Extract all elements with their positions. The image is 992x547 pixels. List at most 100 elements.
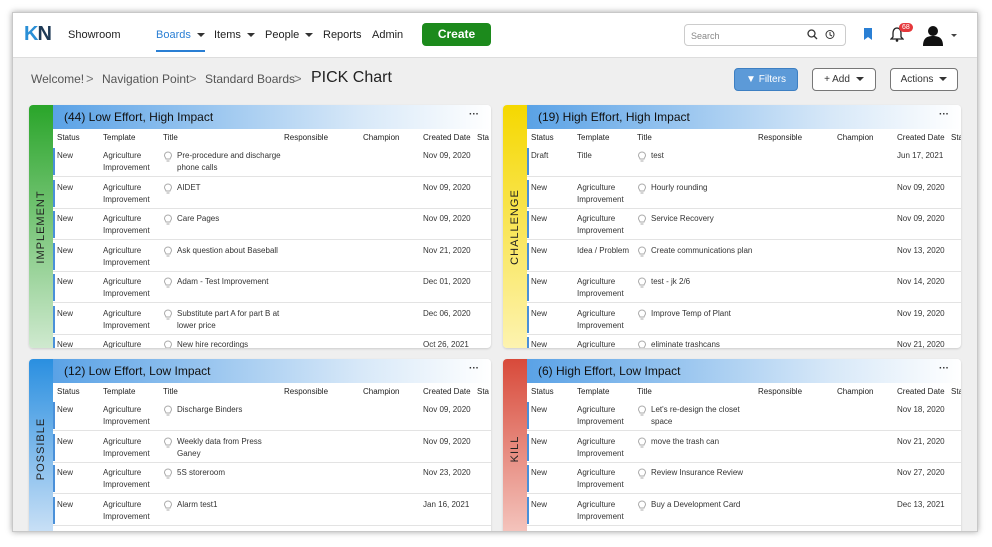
- title-text[interactable]: Service Recovery: [651, 214, 714, 223]
- column-header: Title: [637, 133, 652, 142]
- table-row[interactable]: New Agriculture Improvement Ask question a…: [53, 241, 491, 272]
- template-cell: Agriculture Improvement: [577, 405, 624, 426]
- status-cell: New: [57, 245, 74, 255]
- title-text[interactable]: Improve Temp of Plant: [651, 308, 731, 318]
- table-row[interactable]: New Agriculture Improvement Care Pages Nov …: [53, 209, 491, 240]
- more-menu[interactable]: ···: [939, 109, 949, 120]
- table-row[interactable]: Draft Title test Jun 17, 2021: [527, 146, 961, 177]
- title-cell[interactable]: Ask question about Baseball: [163, 245, 283, 257]
- title-cell[interactable]: Service Recovery: [637, 213, 757, 225]
- table-row[interactable]: New Agriculture Improvement Discharge Bind…: [53, 400, 491, 431]
- breadcrumb[interactable]: Navigation Point: [102, 72, 190, 86]
- more-menu[interactable]: ···: [469, 109, 479, 120]
- date-cell: Nov 18, 2020: [897, 405, 945, 414]
- title-text[interactable]: Weekly data from Press Ganey: [177, 436, 262, 458]
- table-row[interactable]: New Agriculture Improvement Buy a Developm…: [527, 495, 961, 526]
- filters-button[interactable]: ▼ Filters: [734, 68, 798, 91]
- title-cell[interactable]: move the trash can: [637, 436, 757, 448]
- table-row[interactable]: New Agriculture Improvement Weekly data fr…: [53, 432, 491, 463]
- user-menu[interactable]: [922, 24, 958, 46]
- table-row[interactable]: New Agriculture Improvement Substitute par…: [53, 304, 491, 335]
- title-text[interactable]: Hourly rounding: [651, 182, 708, 192]
- search-input[interactable]: Search: [684, 24, 846, 46]
- table-row[interactable]: New Agriculture Improvement Pre-procedure …: [53, 146, 491, 177]
- table-row[interactable]: New Agriculture Improvement Let's re-desig…: [527, 400, 961, 431]
- table-row[interactable]: New Agriculture Improvement AIDET Nov 09, 2…: [53, 178, 491, 209]
- add-button[interactable]: + Add: [812, 68, 876, 91]
- status-cell: Draft: [531, 151, 549, 160]
- title-cell[interactable]: Adam - Test Improvement: [163, 276, 283, 288]
- breadcrumb[interactable]: Standard Boards: [205, 72, 296, 86]
- menu-item[interactable]: Reports: [323, 29, 362, 41]
- breadcrumb[interactable]: Welcome!: [31, 72, 85, 86]
- title-text[interactable]: New hire recordings: [177, 340, 249, 348]
- table-row[interactable]: New Agriculture Improvement Hourly roundin…: [527, 178, 961, 209]
- title-cell[interactable]: Discharge Binders: [163, 404, 283, 416]
- title-text[interactable]: 5S storeroom: [177, 468, 226, 477]
- title-text[interactable]: Substitute part A for part B at lower pr…: [177, 308, 280, 330]
- top-nav: KN Showroom Boards Items People Reports …: [13, 13, 977, 58]
- title-text[interactable]: Discharge Binders: [177, 405, 243, 414]
- title-cell[interactable]: 5S storeroom: [163, 467, 283, 479]
- menu-item[interactable]: Items: [214, 29, 255, 41]
- title-cell[interactable]: Weekly data from Press Ganey: [163, 436, 283, 460]
- table-row[interactable]: New Agriculture Improvement New hire recor…: [53, 335, 491, 348]
- logo[interactable]: KN: [24, 23, 52, 45]
- title-text[interactable]: Alarm test1: [177, 499, 218, 509]
- title-text[interactable]: test - jk 2/6: [651, 277, 691, 286]
- title-text[interactable]: test: [651, 151, 664, 160]
- menu-item[interactable]: People: [265, 29, 313, 41]
- title-cell[interactable]: Pre-procedure and discharge phone calls: [163, 150, 283, 174]
- table-row[interactable]: New Agriculture Improvement Adam - Test Im…: [53, 272, 491, 303]
- title-cell[interactable]: Hourly rounding: [637, 182, 757, 194]
- title-text[interactable]: Ask question about Baseball: [177, 245, 278, 255]
- more-menu[interactable]: ···: [469, 363, 479, 374]
- date-cell: Nov 21, 2020: [897, 340, 945, 348]
- table-row[interactable]: New Idea / Problem Create communications p…: [527, 241, 961, 272]
- title-text[interactable]: Buy a Development Card: [651, 499, 741, 509]
- title-text[interactable]: eliminate trashcans everywhere: [651, 340, 720, 348]
- title-cell[interactable]: eliminate trashcans everywhere: [637, 339, 757, 348]
- table-row[interactable]: New Agriculture Improvement test - jk 2/6 N…: [527, 272, 961, 303]
- idea-icon: [163, 277, 173, 288]
- title-text[interactable]: Let's re-design the closet space: [651, 405, 740, 426]
- title-cell[interactable]: Alarm test1: [163, 499, 283, 511]
- title-cell[interactable]: Buy a Development Card: [637, 499, 757, 511]
- quadrant-panel: POSSIBLE (12) Low Effort, Low Impact ··· St…: [29, 359, 491, 531]
- title-cell[interactable]: Improve Temp of Plant: [637, 308, 757, 320]
- actions-button[interactable]: Actions: [890, 68, 958, 91]
- title-text[interactable]: Adam - Test Improvement: [177, 277, 269, 286]
- table-row[interactable]: New Agriculture Improvement Review Insuran…: [527, 463, 961, 494]
- title-cell[interactable]: Review Insurance Review: [637, 467, 757, 479]
- title-text[interactable]: Pre-procedure and discharge phone calls: [177, 151, 281, 172]
- title-cell[interactable]: AIDET: [163, 182, 283, 194]
- title-cell[interactable]: test - jk 2/6: [637, 276, 757, 288]
- title-cell[interactable]: Let's re-design the closet space: [637, 404, 757, 428]
- template-cell: Agriculture Improvement: [103, 151, 150, 172]
- title-text[interactable]: Review Insurance Review: [651, 468, 744, 477]
- table-row[interactable]: New Agriculture Improvement move the trash…: [527, 432, 961, 463]
- table-row[interactable]: New Agriculture Improvement 5S storeroom No…: [53, 463, 491, 494]
- label: Add: [832, 74, 850, 85]
- title-text[interactable]: Create communications plan: [651, 245, 753, 255]
- create-button[interactable]: Create: [422, 23, 491, 46]
- table-row[interactable]: New Agriculture Improvement eliminate tras…: [527, 335, 961, 348]
- date-cell: Nov 14, 2020: [897, 277, 945, 286]
- more-menu[interactable]: ···: [939, 363, 949, 374]
- title-cell[interactable]: Care Pages: [163, 213, 283, 225]
- search-icons[interactable]: [807, 29, 837, 41]
- title-cell[interactable]: Substitute part A for part B at lower pr…: [163, 308, 283, 332]
- title-cell[interactable]: New hire recordings: [163, 339, 283, 348]
- title-text[interactable]: Care Pages: [177, 214, 220, 223]
- menu-item[interactable]: Boards: [156, 29, 205, 52]
- title-cell[interactable]: Create communications plan: [637, 245, 757, 257]
- table-row[interactable]: New Agriculture Improvement Service Recove…: [527, 209, 961, 240]
- menu-item[interactable]: Admin: [372, 29, 404, 41]
- title-text[interactable]: AIDET: [177, 182, 201, 192]
- brand[interactable]: Showroom: [68, 29, 121, 41]
- table-row[interactable]: New Agriculture Improvement Alarm test1 Jan…: [53, 495, 491, 526]
- title-cell[interactable]: test: [637, 150, 757, 162]
- bookmark-icon[interactable]: [863, 28, 873, 41]
- table-row[interactable]: New Agriculture Improvement Improve Temp o…: [527, 304, 961, 335]
- title-text[interactable]: move the trash can: [651, 436, 720, 446]
